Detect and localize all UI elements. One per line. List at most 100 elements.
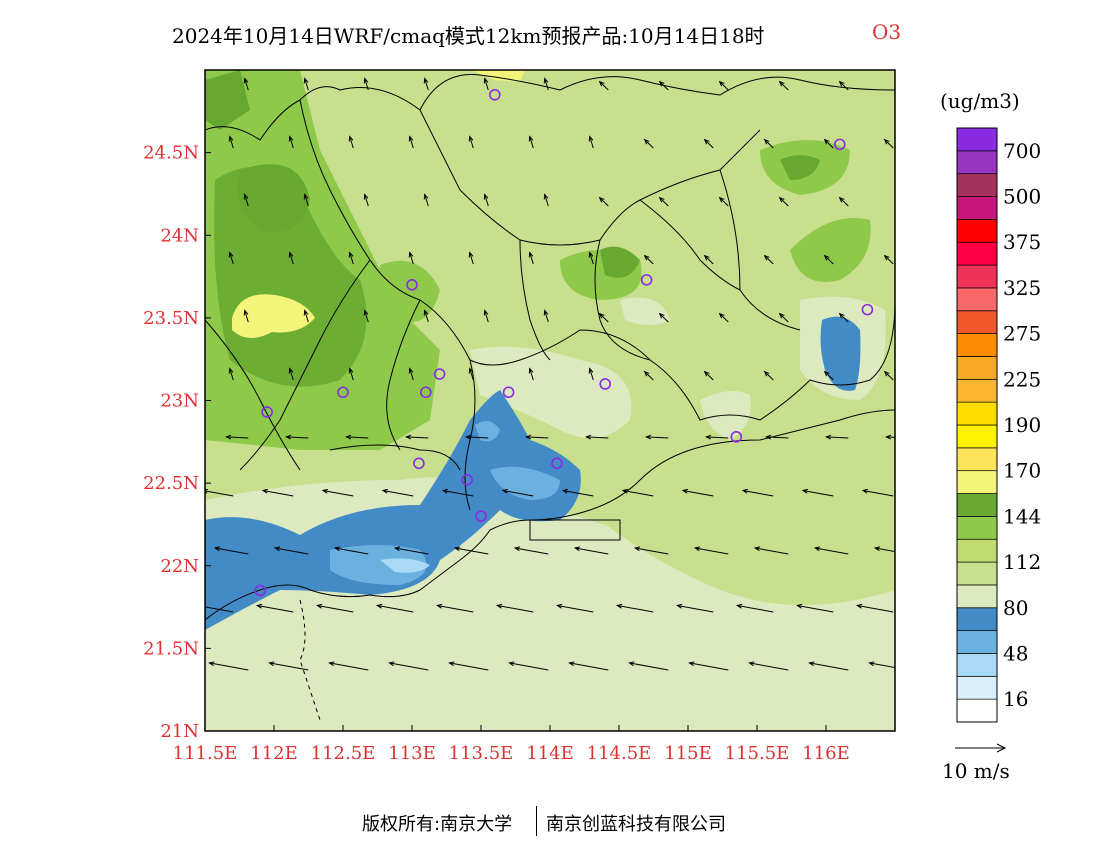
wind-arrow (753, 546, 789, 555)
wind-arrow (423, 193, 429, 207)
wind-arrow (441, 488, 474, 497)
wind-arrow (718, 312, 729, 323)
colorbar-label: 700 (1003, 139, 1041, 163)
x-tick-label: 114.5E (587, 743, 652, 764)
x-tick-label: 113E (388, 743, 436, 764)
wind-arrow (483, 77, 489, 91)
wind-arrow (588, 367, 594, 381)
wind-arrow (468, 135, 474, 149)
station-marker (599, 378, 612, 390)
wind-arrow (513, 546, 549, 555)
wind-arrow (741, 488, 774, 497)
wind-arrow (688, 661, 729, 671)
wind-arrow (900, 82, 909, 90)
wind-arrow (273, 546, 309, 555)
y-axis: 21N 21.5N 22N 22.5N 23N 23.5N 24N 24.5N (143, 143, 211, 742)
wind-arrow (748, 661, 789, 671)
colorbar-label: 375 (1003, 230, 1041, 254)
colorbar-swatch (956, 401, 998, 426)
x-tick-label: 113.5E (449, 743, 514, 764)
wind-arrow (228, 251, 234, 265)
wind-arrow (348, 135, 354, 149)
wind-arrow (328, 661, 369, 671)
wind-arrow (856, 603, 894, 613)
wind-arrow (556, 603, 594, 613)
station-marker (640, 274, 653, 286)
wind-arrow (643, 138, 654, 149)
y-tick-label: 22.5N (143, 473, 199, 494)
y-tick-label: 24.5N (143, 143, 199, 164)
wind-arrow (718, 80, 729, 91)
wind-arrow (321, 488, 354, 497)
wind-arrow (900, 198, 909, 206)
x-tick-label: 115E (664, 743, 712, 764)
station-marker (406, 279, 418, 291)
wind-arrow (345, 434, 369, 440)
wind-arrow (303, 77, 309, 91)
footer-separator (536, 806, 537, 836)
wind-arrow (823, 254, 834, 265)
wind-arrow (423, 309, 429, 323)
wind-arrow (543, 193, 549, 207)
wind-arrow (676, 603, 714, 613)
wind-arrow (808, 661, 849, 671)
wind-arrow (643, 254, 654, 265)
wind-arrow (333, 546, 369, 555)
wind-arrow (348, 251, 354, 265)
wind-arrow (838, 196, 849, 207)
wind-arrow (468, 251, 474, 265)
wind-arrow (408, 135, 414, 149)
wind-arrow (225, 434, 249, 440)
wind-arrow (363, 77, 369, 91)
colorbar-swatch (956, 630, 998, 654)
colorbar-swatch (956, 241, 998, 266)
colorbar-swatch (956, 287, 998, 312)
wind-arrow (633, 546, 669, 555)
colorbar-label: 325 (1003, 276, 1041, 300)
wind-arrow (643, 370, 654, 381)
wind-arrow (703, 370, 714, 381)
colorbar-swatch (956, 127, 998, 152)
wind-arrow (883, 254, 894, 265)
wind-arrow (465, 434, 489, 440)
station-marker (261, 406, 273, 418)
footer-copyright: 版权所有:南京大学 (362, 814, 513, 835)
vector-unit-label: 10 m/s (942, 759, 1010, 783)
wind-arrow (561, 488, 594, 497)
wind-arrow (453, 546, 489, 555)
wind-arrow (598, 196, 609, 207)
wind-arrow (885, 434, 895, 440)
y-tick-label: 21.5N (143, 638, 199, 659)
station-marker (337, 386, 349, 399)
wind-arrow (598, 312, 609, 323)
station-marker (433, 368, 446, 380)
colorbar-swatch (956, 356, 998, 380)
wind-arrow (405, 434, 429, 440)
wind-arrow (483, 309, 489, 323)
wind-arrow (585, 434, 609, 440)
y-tick-label: 23.5N (143, 308, 199, 329)
wind-arrow (873, 546, 895, 553)
wind-arrow (288, 367, 294, 381)
wind-arrow (348, 367, 354, 381)
colorbar-swatch (956, 333, 998, 357)
colorbar-swatch (956, 150, 998, 175)
wind-arrow (468, 367, 474, 381)
x-tick-label: 112.5E (311, 743, 376, 764)
colorbar-swatch (956, 584, 998, 609)
wind-arrow (393, 546, 429, 555)
wind-arrow (778, 80, 789, 91)
wind-arrow (508, 661, 549, 671)
colorbar-swatch (956, 561, 998, 586)
wind-arrow (408, 367, 414, 381)
wind-arrow (763, 138, 774, 149)
colorbar-label: 275 (1003, 322, 1041, 346)
station-marker (861, 303, 874, 316)
wind-arrow (205, 606, 234, 613)
wind-arrow (288, 251, 294, 265)
boundary-lines (205, 73, 895, 721)
colorbar-swatch (956, 493, 998, 517)
wind-arrow (838, 312, 849, 323)
wind-arrow (268, 661, 309, 671)
wind-arrow (261, 488, 294, 497)
